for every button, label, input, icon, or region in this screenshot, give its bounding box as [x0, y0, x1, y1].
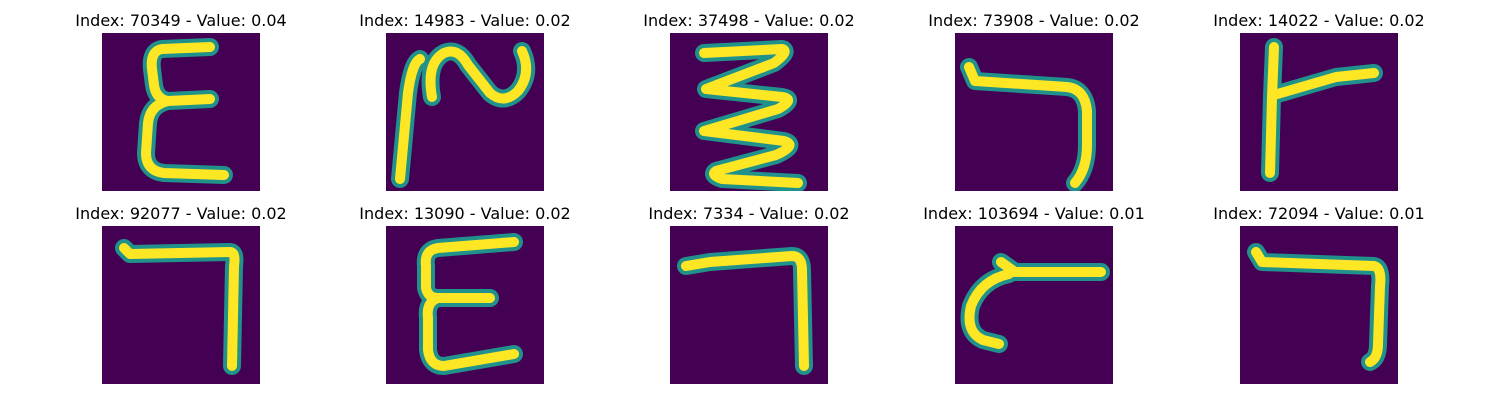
- t-bar-glyph: [1240, 33, 1398, 191]
- sample-title: Index: 92077 - Value: 0.02: [75, 204, 287, 223]
- sample-title: Index: 13090 - Value: 0.02: [359, 204, 571, 223]
- sample-title: Index: 14022 - Value: 0.02: [1213, 11, 1425, 30]
- sample-title: Index: 103694 - Value: 0.01: [923, 204, 1145, 223]
- sample-title: Index: 37498 - Value: 0.02: [643, 11, 855, 30]
- zigzag-glyph: [670, 33, 828, 191]
- curl-glyph: [955, 226, 1113, 384]
- sample-title: Index: 73908 - Value: 0.02: [928, 11, 1140, 30]
- hook-glyph: [955, 33, 1113, 191]
- sample-title: Index: 7334 - Value: 0.02: [648, 204, 850, 223]
- epsilon-glyph: [102, 33, 260, 191]
- seven-glyph: [1240, 226, 1398, 384]
- e-glyph: [386, 226, 544, 384]
- sample-title: Index: 70349 - Value: 0.04: [75, 11, 287, 30]
- seven-glyph: [102, 226, 260, 384]
- sample-title: Index: 14983 - Value: 0.02: [359, 11, 571, 30]
- loop-glyph: [386, 33, 544, 191]
- seven-glyph: [670, 226, 828, 384]
- sample-title: Index: 72094 - Value: 0.01: [1213, 204, 1425, 223]
